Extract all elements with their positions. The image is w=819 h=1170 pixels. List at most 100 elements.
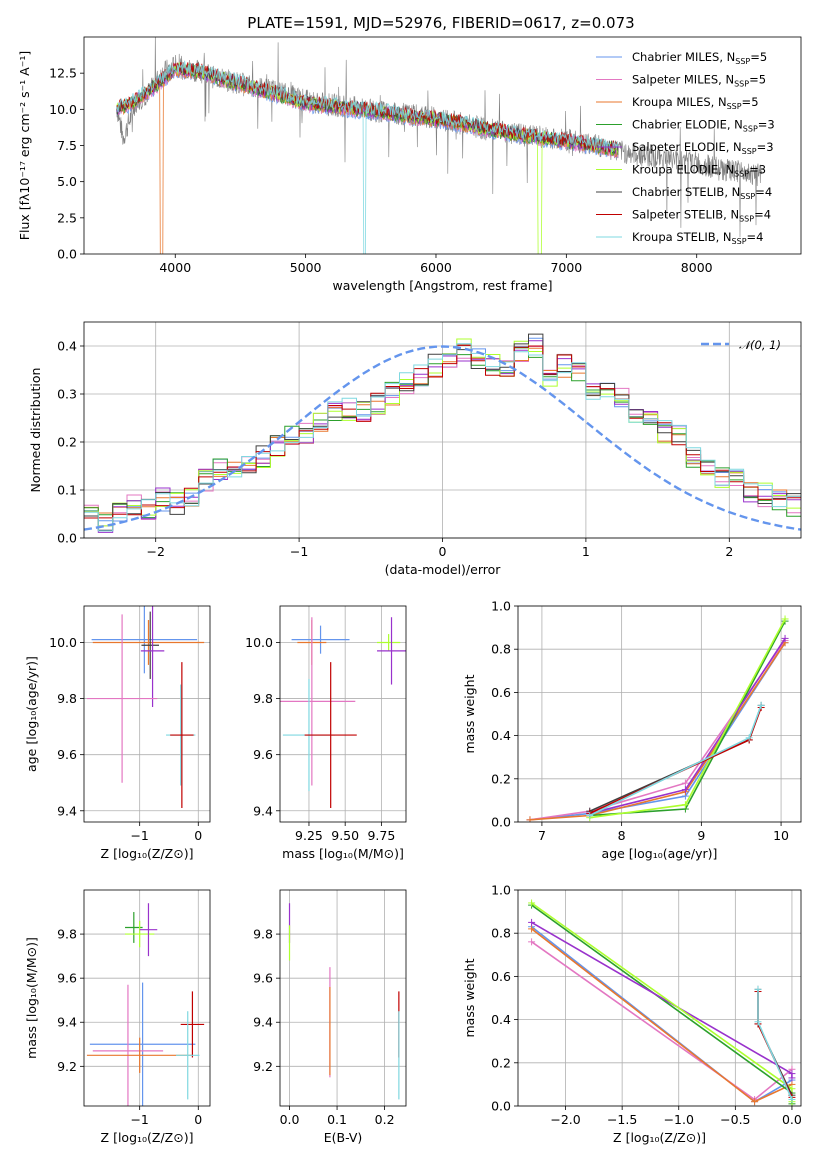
axes-residuals: −2 −1 0 1 2 0.0 0.1 0.2 0.3 0.4 (data-model)/error… [28, 321, 802, 577]
errorbar-kr-mi [92, 620, 205, 665]
y-tick-label: 10.0 [49, 635, 77, 650]
legend-nssp-value: 4 [756, 230, 763, 244]
y-tick-label: 9.8 [253, 927, 273, 942]
y-tick-label: 9.4 [57, 803, 77, 818]
legend-entry-ch-el: Chabrier ELODIE, NSSP=3 [632, 118, 775, 134]
axes-weight-vs-Z: −2.0 −1.5 −1.0 −0.5 0.0 0.0 0.2 0.4 0.6 0.8 1.0 Z [… [462, 883, 802, 1146]
y-tick-label: 9.8 [57, 927, 77, 942]
legend-nssp-eq: = [758, 118, 768, 132]
errorbar-sa-mi [86, 614, 158, 783]
y-tick-label: 10.0 [49, 102, 77, 117]
legend-name: Chabrier MILES [632, 50, 719, 64]
x-axis-label: (data-model)/error [385, 562, 502, 577]
plot-area-spectrum [116, 37, 763, 254]
y-tick-label: 9.6 [253, 971, 273, 986]
errorbar-sa-st [170, 662, 194, 808]
legend-nssp-prefix: , N [727, 118, 743, 132]
y-tick-label: 0.2 [491, 1055, 511, 1070]
errorbar-kr-el [377, 634, 401, 651]
weight-line [529, 642, 786, 821]
errorbar-sa-st [180, 991, 205, 1058]
legend-nssp-value: 4 [765, 185, 772, 199]
x-tick-label: −1 [130, 828, 148, 843]
legend-nssp-value: 3 [766, 140, 773, 154]
x-axis-label: E(B-V) [324, 1130, 363, 1145]
errorbar-sa-el [139, 903, 158, 957]
histogram-kr-st [84, 343, 801, 532]
x-axis-label: Z [log₁₀(Z/Z⊙)] [101, 1130, 194, 1145]
x-tick-label: 0 [194, 828, 202, 843]
y-tick-label: 9.6 [253, 747, 273, 762]
legend-nssp-sub: SSP [734, 80, 749, 89]
legend-name: Chabrier STELIB [632, 185, 724, 199]
axes-frame [517, 605, 802, 823]
plot-area-weight-vs-Z [528, 899, 796, 1106]
y-tick-label: 9.6 [57, 971, 77, 986]
axes-frame [279, 605, 407, 823]
errorbar-sa-el [377, 617, 406, 685]
axes-frame [279, 889, 407, 1107]
y-tick-label: 0.0 [57, 247, 77, 262]
x-tick-label: 0.0 [280, 1112, 300, 1127]
legend-nssp-eq: = [742, 95, 752, 109]
axes-mass-vs-Z: −1 0 9.2 9.4 9.6 9.8 Z [log₁₀(Z/Z⊙)] mass [log₁… [24, 889, 211, 1145]
legend-nssp-value: 5 [751, 95, 758, 109]
plots-layer: 4000 5000 6000 7000 80000.02.55.07.510.012.5… [17, 36, 802, 1146]
y-tick-label: 9.8 [57, 691, 77, 706]
weight-series-kr-st [754, 985, 796, 1104]
model-spectrum-line-kr-st [116, 60, 619, 254]
legend-nssp-prefix: , N [718, 163, 734, 177]
y-tick-label: 0.6 [491, 685, 511, 700]
x-tick-label: −1.0 [664, 1112, 694, 1127]
legend-nssp-sub: SSP [743, 125, 758, 134]
legend-nssp-value: 3 [767, 118, 774, 132]
axes-frame [83, 605, 211, 823]
legend-nssp-sub: SSP [739, 215, 754, 224]
legend-nssp-eq: = [755, 185, 765, 199]
legend-nssp-sub: SSP [742, 147, 757, 156]
x-tick-label: −1 [130, 1112, 148, 1127]
plot-area-age-vs-mass [280, 617, 406, 808]
y-tick-label: 9.6 [57, 747, 77, 762]
legend-entry-sa-el: Salpeter ELODIE, NSSP=3 [632, 140, 774, 156]
y-tick-label: 0.4 [491, 728, 511, 743]
legend-nssp-prefix: , N [718, 73, 734, 87]
x-tick-label: 7000 [550, 260, 582, 275]
y-tick-label: 0.2 [491, 771, 511, 786]
legend-nssp-prefix: , N [723, 208, 739, 222]
axes-spectrum: 4000 5000 6000 7000 8000 0.0 2.5 5.0 7.5 10.0 12.5… [17, 36, 802, 293]
errorbar-ch-mi [291, 625, 350, 654]
legend-nssp-value: 5 [759, 73, 766, 87]
x-tick-label: 0 [194, 1112, 202, 1127]
x-tick-label: 9.50 [331, 828, 359, 843]
axes-frame [517, 889, 802, 1107]
x-tick-label: −2 [146, 544, 164, 559]
legend-nssp-eq: = [747, 230, 757, 244]
legend-nssp-prefix: , N [716, 230, 732, 244]
legend-nssp-prefix: , N [719, 50, 735, 64]
x-tick-label: 5000 [290, 260, 322, 275]
legend-entry-kr-st: Kroupa STELIB, NSSP=4 [632, 230, 764, 246]
y-tick-label: 9.4 [57, 1015, 77, 1030]
y-tick-label: 0.2 [57, 435, 77, 450]
legend-entry-sa-mi: Salpeter MILES, NSSP=5 [632, 73, 766, 89]
x-tick-label: 1 [582, 544, 590, 559]
y-tick-label: 0.8 [491, 642, 511, 657]
plot-area-residuals [84, 333, 801, 533]
y-tick-label: 0.6 [491, 969, 511, 984]
errorbar-kr-el [125, 920, 155, 948]
axes-mass-vs-ebv: 0.0 0.1 0.2 9.2 9.4 9.6 9.8 E(B-V) [253, 889, 407, 1145]
y-tick-label: 0.0 [491, 1099, 511, 1114]
x-tick-label: −2.0 [550, 1112, 580, 1127]
x-tick-label: 2 [725, 544, 733, 559]
axes-age-vs-mass: 9.25 9.50 9.75 9.4 9.6 9.8 10.0 mass [log₁₀(M/M… [245, 605, 407, 861]
plot-area-weight-vs-age [526, 615, 789, 822]
axes-weight-vs-age: 7 8 9 10 0.0 0.2 0.4 0.6 0.8 1.0 age [log₁₀(age/yr… [462, 599, 802, 861]
y-tick-label: 0.4 [57, 339, 77, 354]
x-axis-label: age [log₁₀(age/yr)] [602, 846, 718, 861]
y-tick-label: 7.5 [57, 138, 77, 153]
y-axis-label: mass weight [462, 958, 477, 1037]
legend-nssp-eq: = [757, 140, 767, 154]
y-tick-label: 5.0 [57, 174, 77, 189]
y-tick-label: 0.0 [57, 531, 77, 546]
